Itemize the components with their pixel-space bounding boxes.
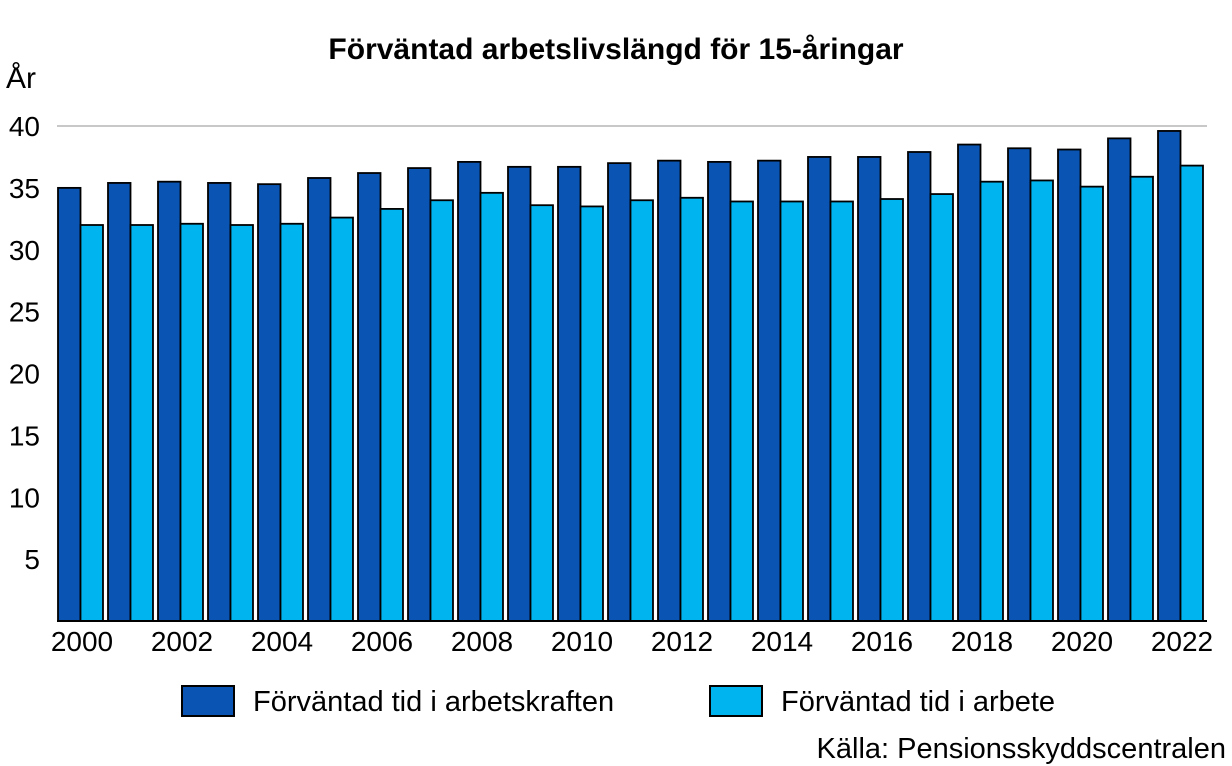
bar-arbetskraften-2000 bbox=[57, 186, 82, 622]
bar-arbetskraften-2020 bbox=[1057, 148, 1082, 622]
bar-arbete-2002 bbox=[179, 222, 204, 622]
x-tick-label: 2020 bbox=[1051, 626, 1113, 657]
bar-arbete-2005 bbox=[329, 216, 354, 622]
bar-arbete-2006 bbox=[379, 208, 404, 622]
bar-arbete-2007 bbox=[429, 199, 454, 622]
bar-arbetskraften-2014 bbox=[757, 159, 782, 622]
y-axis-label: År bbox=[6, 62, 36, 95]
bar-arbete-2011 bbox=[629, 199, 654, 622]
bar-arbete-2018 bbox=[979, 180, 1004, 622]
x-tick-label: 2016 bbox=[851, 626, 913, 657]
bar-arbetskraften-2017 bbox=[907, 151, 932, 622]
bar-arbete-2014 bbox=[779, 200, 804, 622]
x-tick-label: 2000 bbox=[51, 626, 113, 657]
y-tick-label: 25 bbox=[9, 297, 40, 328]
bar-arbete-2012 bbox=[679, 196, 704, 622]
bar-arbetskraften-2021 bbox=[1107, 137, 1132, 622]
bar-arbetskraften-2016 bbox=[857, 156, 882, 622]
y-tick-label: 35 bbox=[9, 173, 40, 204]
bar-arbete-2003 bbox=[229, 224, 254, 622]
bars bbox=[57, 130, 1204, 622]
legend: Förväntad tid i arbetskraften Förväntad … bbox=[181, 685, 1055, 718]
x-tick-label: 2004 bbox=[251, 626, 313, 657]
bar-arbete-2015 bbox=[829, 200, 854, 622]
x-tick-label: 2008 bbox=[451, 626, 513, 657]
bar-arbetskraften-2010 bbox=[557, 165, 582, 622]
bar-arbete-2021 bbox=[1129, 175, 1154, 622]
legend-swatch-arbetskraften bbox=[181, 685, 235, 717]
y-tick-label: 10 bbox=[9, 482, 40, 513]
x-tick-label: 2018 bbox=[951, 626, 1013, 657]
chart-title: Förväntad arbetslivslängd för 15-åringar bbox=[328, 33, 903, 66]
bar-arbete-2016 bbox=[879, 198, 904, 622]
bar-arbete-2001 bbox=[129, 224, 154, 622]
bar-arbetskraften-2004 bbox=[257, 183, 282, 622]
legend-label-arbete: Förväntad tid i arbete bbox=[781, 686, 1055, 718]
y-tick-label: 20 bbox=[9, 359, 40, 390]
x-tick-label: 2014 bbox=[751, 626, 813, 657]
bar-arbetskraften-2022 bbox=[1157, 130, 1182, 622]
bar-arbetskraften-2019 bbox=[1007, 147, 1032, 622]
bar-arbete-2008 bbox=[479, 191, 504, 622]
x-tick-label: 2012 bbox=[651, 626, 713, 657]
y-axis-ticks: 5 10 15 20 25 30 35 40 bbox=[9, 111, 40, 575]
bar-arbetskraften-2015 bbox=[807, 156, 832, 622]
bar-arbete-2022 bbox=[1179, 164, 1204, 622]
legend-swatch-arbete bbox=[709, 685, 763, 717]
y-tick-label: 30 bbox=[9, 235, 40, 266]
bar-arbetskraften-2003 bbox=[207, 182, 232, 622]
bar-arbetskraften-2013 bbox=[707, 160, 732, 622]
bar-arbetskraften-2007 bbox=[407, 167, 432, 622]
bar-arbete-2004 bbox=[279, 222, 304, 622]
y-tick-label: 40 bbox=[9, 111, 40, 142]
bar-arbetskraften-2006 bbox=[357, 172, 382, 622]
bar-arbetskraften-2018 bbox=[957, 143, 982, 622]
bar-arbete-2000 bbox=[79, 224, 104, 622]
x-tick-label: 2002 bbox=[151, 626, 213, 657]
y-tick-label: 5 bbox=[24, 544, 40, 575]
bar-arbetskraften-2001 bbox=[107, 182, 132, 622]
bar-arbetskraften-2005 bbox=[307, 177, 332, 622]
x-tick-label: 2010 bbox=[551, 626, 613, 657]
source-note: Källa: Pensionsskyddscentralen bbox=[817, 733, 1226, 765]
x-axis-ticks: 2000 2002 2004 2006 2008 2010 2012 2014 2016 2018… bbox=[51, 626, 1213, 657]
bar-arbete-2009 bbox=[529, 204, 554, 622]
bar-arbete-2010 bbox=[579, 205, 604, 622]
bar-arbetskraften-2009 bbox=[507, 165, 532, 622]
bar-arbetskraften-2008 bbox=[457, 160, 482, 622]
bar-arbetskraften-2011 bbox=[607, 162, 632, 622]
bar-arbete-2013 bbox=[729, 200, 754, 622]
bar-arbetskraften-2012 bbox=[657, 159, 682, 622]
bar-arbete-2019 bbox=[1029, 179, 1054, 622]
x-tick-label: 2022 bbox=[1151, 626, 1213, 657]
bar-arbete-2017 bbox=[929, 193, 954, 622]
bar-arbetskraften-2002 bbox=[157, 180, 182, 622]
legend-label-arbetskraften: Förväntad tid i arbetskraften bbox=[253, 686, 614, 718]
y-tick-label: 15 bbox=[9, 420, 40, 451]
x-tick-label: 2006 bbox=[351, 626, 413, 657]
bar-arbete-2020 bbox=[1079, 185, 1104, 622]
